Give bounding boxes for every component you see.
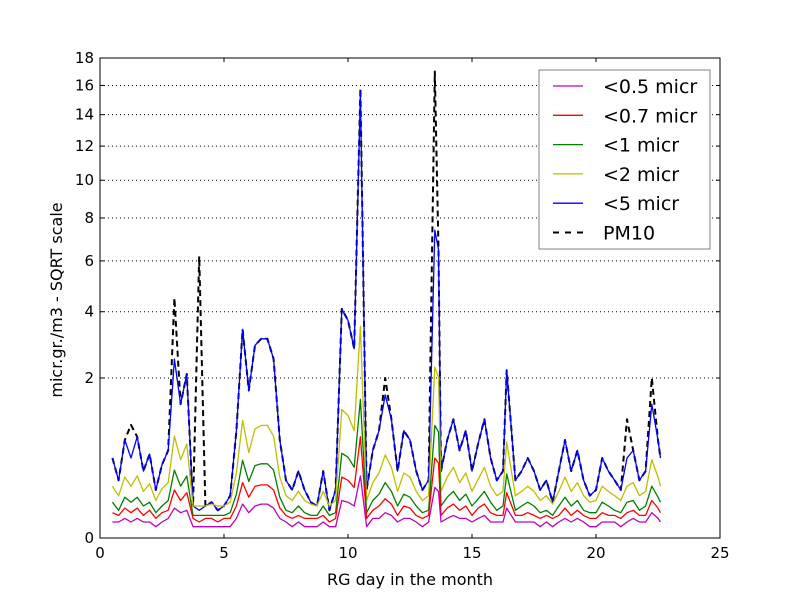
- y-tick-label: 4: [84, 303, 94, 321]
- plot-frame: [99, 57, 721, 539]
- x-axis-label: RG day in the month: [327, 570, 493, 589]
- legend-label: <2 micr: [603, 164, 679, 186]
- legend-label: <0.7 micr: [603, 105, 697, 127]
- legend-label: <0.5 micr: [603, 76, 697, 98]
- legend-label: <1 micr: [603, 135, 679, 157]
- series-line--0-5-micr: [112, 475, 662, 528]
- x-tick-label: 25: [710, 544, 729, 562]
- y-tick-label: 14: [75, 106, 94, 124]
- y-axis-label: micr.gr./m3 - SQRT scale: [47, 202, 66, 397]
- y-tick-label: 18: [75, 49, 94, 67]
- y-tick-label: 6: [84, 252, 94, 270]
- x-tick-label: 20: [586, 544, 605, 562]
- series-line--0-7-micr: [112, 436, 662, 523]
- x-tick-label: 5: [219, 544, 229, 562]
- y-tick-label: 2: [84, 369, 94, 387]
- x-tick-label: 15: [462, 544, 481, 562]
- series-line--1-micr: [111, 398, 662, 517]
- legend-box: [538, 69, 711, 250]
- series-line--2-micr: [111, 325, 662, 507]
- legend: <0.5 micr <0.7 micr <1 micr <2 micr <5 micr P…: [538, 69, 711, 250]
- series-lines: [111, 70, 662, 528]
- y-tick-label: 0: [84, 529, 94, 547]
- legend-label: <5 micr: [603, 193, 679, 215]
- y-tick-label: 16: [75, 76, 94, 94]
- x-tick-label: 0: [95, 544, 105, 562]
- y-tick-label: 8: [84, 209, 94, 227]
- x-tick-label: 10: [338, 544, 357, 562]
- axis-ticks: 0 2 4 6 8 10 12 14 16 18 0 5 10 15 20 25: [75, 49, 730, 562]
- legend-label: PM10: [603, 223, 655, 245]
- y-tick-label: 12: [75, 137, 94, 155]
- y-tick-label: 10: [75, 171, 94, 189]
